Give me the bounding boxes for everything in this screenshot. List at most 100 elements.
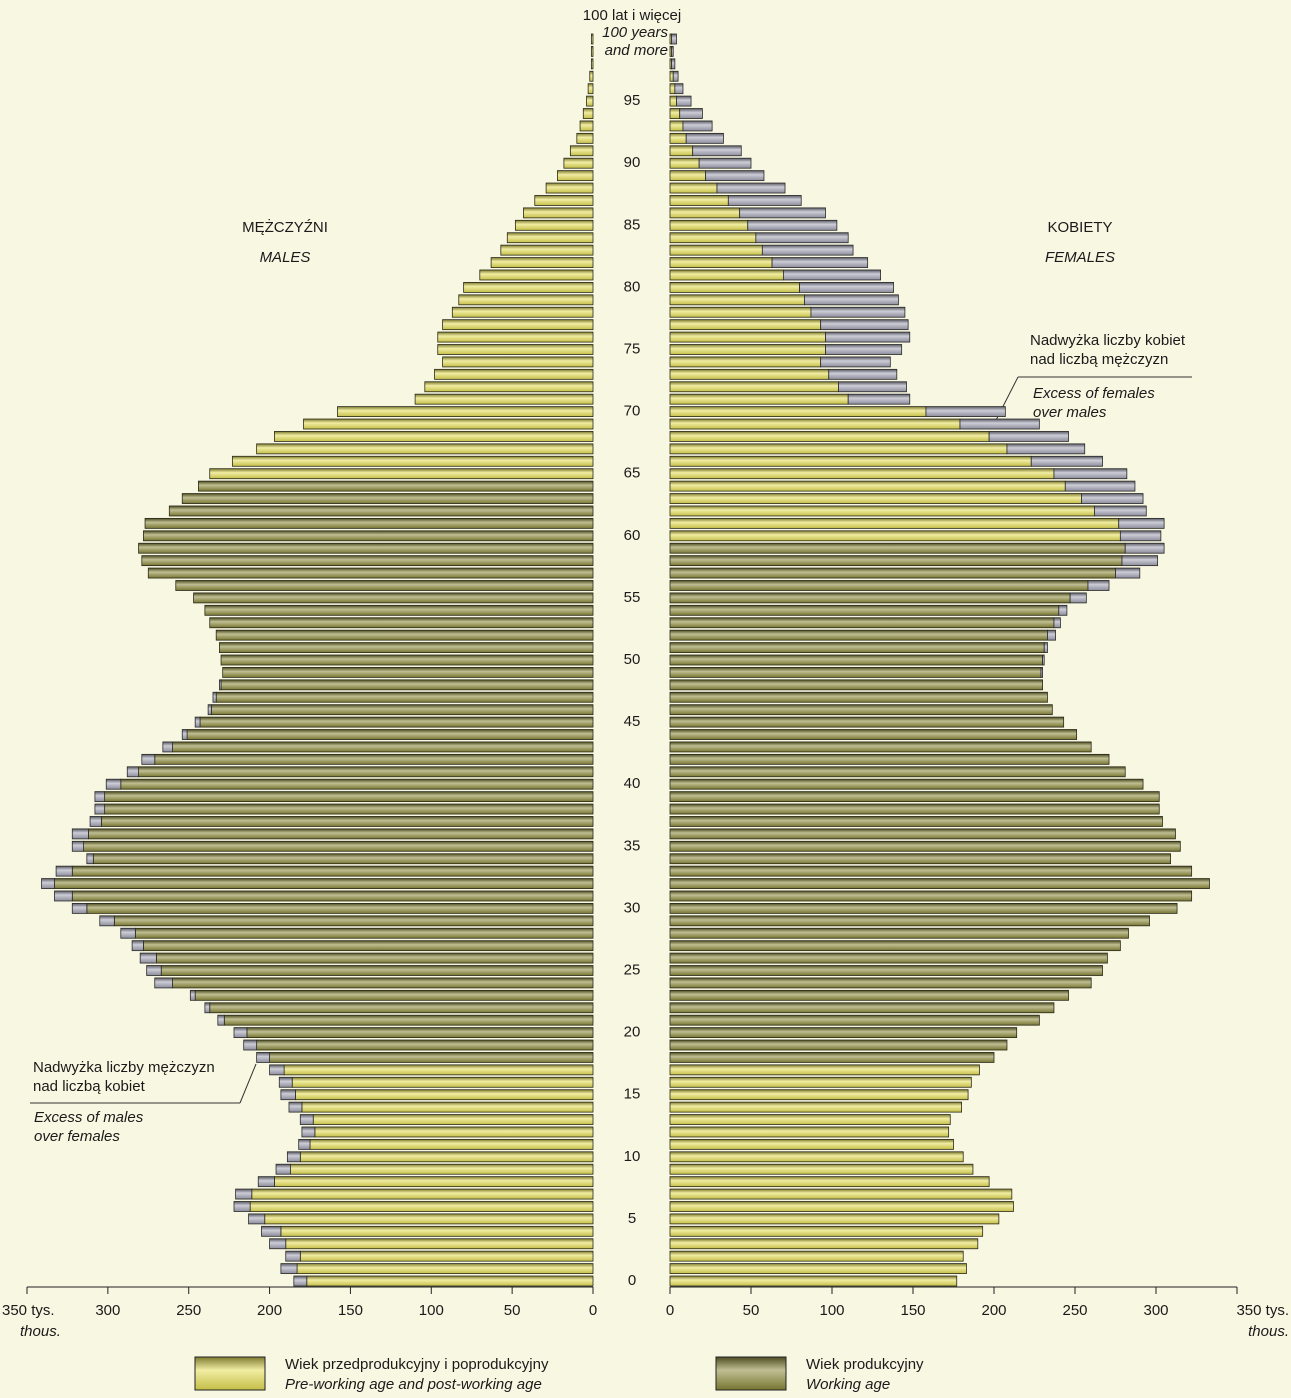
bar bbox=[587, 83, 594, 95]
bar bbox=[92, 853, 594, 865]
bar bbox=[669, 1039, 1008, 1051]
bar bbox=[256, 1039, 594, 1051]
bar bbox=[209, 468, 594, 480]
x-tick-label: 150 bbox=[338, 1302, 363, 1319]
excess-bar bbox=[925, 406, 1006, 418]
bar bbox=[576, 132, 594, 144]
x-tick-label: 250 bbox=[176, 1302, 201, 1319]
excess-bar bbox=[1047, 629, 1056, 641]
bar bbox=[209, 617, 594, 629]
bar bbox=[579, 120, 594, 132]
excess-bar bbox=[682, 120, 713, 132]
excess-bar bbox=[288, 1101, 303, 1113]
bar bbox=[669, 1064, 980, 1076]
legend-label: Wiek przedprodukcyjny i poprodukcyjny bbox=[285, 1356, 549, 1373]
age-label: 5 bbox=[628, 1210, 636, 1227]
bar bbox=[669, 1238, 979, 1250]
x-tick-label: 150 bbox=[900, 1302, 925, 1319]
bar bbox=[669, 542, 1126, 554]
excess-bar bbox=[243, 1039, 258, 1051]
excess-bar bbox=[131, 940, 144, 952]
legend-label-en: Working age bbox=[806, 1376, 890, 1393]
bar bbox=[54, 878, 594, 889]
bar bbox=[669, 592, 1071, 604]
bar bbox=[274, 1176, 594, 1188]
bar bbox=[669, 418, 961, 430]
excess-bar bbox=[154, 977, 173, 989]
excess-bar bbox=[181, 729, 188, 740]
bar bbox=[669, 1201, 1014, 1212]
bar bbox=[113, 915, 594, 927]
excess-bar bbox=[299, 1114, 314, 1125]
bar bbox=[299, 1250, 594, 1262]
bar bbox=[669, 468, 1055, 480]
excess-bar bbox=[1124, 542, 1165, 554]
bar bbox=[669, 803, 1160, 815]
bar bbox=[669, 1275, 958, 1287]
excess-bar bbox=[298, 1138, 311, 1150]
bar bbox=[523, 207, 594, 219]
age-label: 95 bbox=[624, 92, 641, 109]
bar bbox=[442, 319, 594, 331]
excess-bar bbox=[139, 952, 157, 964]
bar bbox=[589, 70, 594, 82]
excess-bar bbox=[71, 840, 84, 852]
bar bbox=[215, 691, 594, 703]
bar bbox=[199, 716, 594, 728]
males-title-en: MALES bbox=[260, 249, 311, 266]
bar bbox=[669, 977, 1092, 989]
excess-bar bbox=[783, 269, 882, 281]
age-label: 75 bbox=[624, 340, 641, 357]
bar bbox=[669, 1027, 1018, 1038]
excess-bar bbox=[94, 791, 106, 803]
bar bbox=[569, 145, 594, 157]
excess-bar bbox=[54, 890, 73, 902]
bar bbox=[669, 753, 1110, 765]
bar bbox=[669, 70, 674, 82]
x-tick-label: 350 tys. bbox=[2, 1302, 55, 1319]
x-tick-label: 0 bbox=[666, 1302, 674, 1319]
excess-bar bbox=[286, 1151, 301, 1163]
bar bbox=[534, 195, 594, 206]
bar bbox=[193, 592, 594, 604]
bar bbox=[669, 108, 681, 119]
excess-bar bbox=[301, 1126, 316, 1138]
annotation: Nadwyżka liczby kobiet nad liczbą mężczy… bbox=[1030, 332, 1186, 368]
bar bbox=[463, 281, 594, 293]
bar bbox=[88, 828, 594, 840]
bar bbox=[104, 791, 594, 803]
excess-bar bbox=[959, 418, 1040, 430]
bar bbox=[104, 803, 594, 815]
bar bbox=[669, 356, 822, 368]
bar bbox=[669, 716, 1065, 728]
excess-bar bbox=[275, 1163, 291, 1175]
bar bbox=[669, 368, 830, 380]
bar bbox=[669, 952, 1108, 964]
bar bbox=[669, 505, 1095, 517]
age-label: 25 bbox=[624, 961, 641, 978]
excess-bar bbox=[1053, 468, 1128, 480]
bar bbox=[210, 704, 594, 716]
age-label: 50 bbox=[624, 651, 641, 668]
bar bbox=[557, 170, 594, 182]
bar bbox=[669, 617, 1055, 629]
bar bbox=[669, 120, 684, 132]
x-tick-label: 200 bbox=[257, 1302, 282, 1319]
excess-bar bbox=[89, 816, 102, 827]
bar bbox=[172, 977, 594, 989]
excess-bar bbox=[162, 741, 173, 753]
excess-bar bbox=[755, 232, 849, 244]
bar bbox=[222, 667, 594, 678]
bar bbox=[458, 294, 594, 306]
bar bbox=[669, 865, 1193, 877]
bar bbox=[669, 642, 1045, 653]
excess-bar bbox=[257, 1176, 275, 1188]
age-label: 90 bbox=[624, 154, 641, 171]
excess-bar bbox=[212, 691, 217, 703]
age-label: 0 bbox=[628, 1272, 636, 1289]
excess-bar bbox=[799, 281, 894, 293]
excess-bar bbox=[285, 1250, 301, 1262]
bar bbox=[669, 381, 839, 393]
